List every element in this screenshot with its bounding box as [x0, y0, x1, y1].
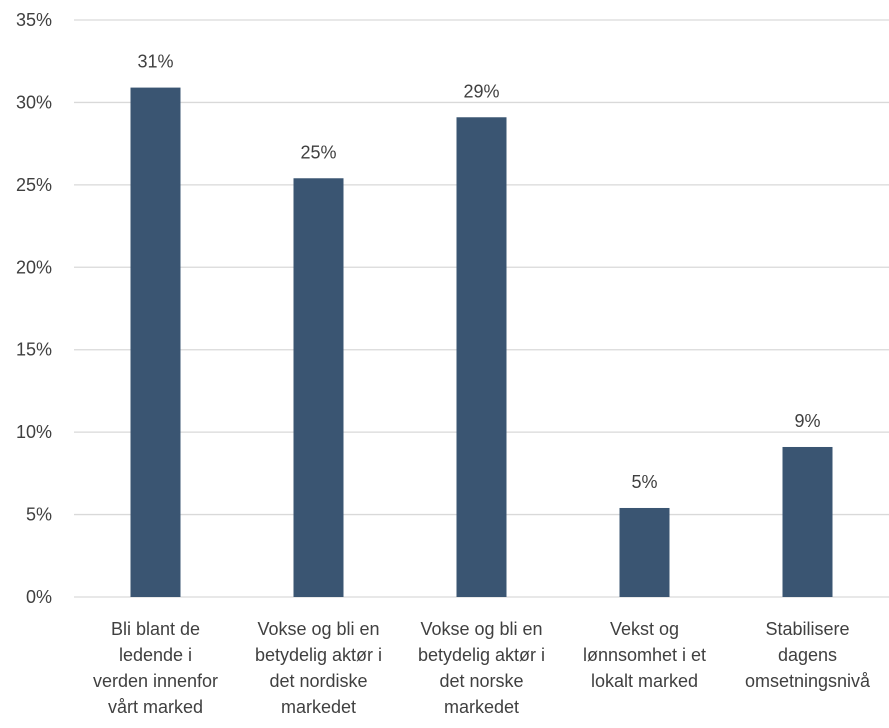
bar — [130, 87, 181, 597]
x-category-label: Vokse og bli en betydelig aktør i det nors… — [418, 619, 545, 717]
x-category-label-line: betydelig aktør i — [255, 645, 382, 665]
x-category-label: Bli blant de ledende i verden innenfor vårt… — [93, 619, 218, 717]
x-category-label-line: Stabilisere — [765, 619, 849, 639]
y-tick-label: 5% — [26, 505, 52, 525]
x-category-label-line: Vokse og bli en — [420, 619, 542, 639]
x-category-label-line: markedet — [281, 697, 356, 717]
data-label: 25% — [300, 142, 336, 162]
x-category-label: Stabilisere dagens omsetningsnivå — [745, 619, 871, 691]
data-label: 9% — [794, 411, 820, 431]
y-tick-label: 30% — [16, 92, 52, 112]
x-category-label-line: Vokse og bli en — [257, 619, 379, 639]
x-category-label-line: vårt marked — [108, 697, 203, 717]
x-category-label-line: lokalt marked — [591, 671, 698, 691]
data-label: 5% — [631, 472, 657, 492]
x-category-label: Vekst og lønnsomhet i et lokalt marked — [583, 619, 706, 691]
y-tick-label: 35% — [16, 10, 52, 30]
x-axis-category-labels: Bli blant de ledende i verden innenfor vårt… — [93, 619, 871, 717]
data-label: 29% — [463, 81, 499, 101]
x-category-label-line: Vekst og — [610, 619, 679, 639]
data-labels: 31% 25% 29% 5% 9% — [137, 52, 820, 492]
x-category-label-line: det norske — [439, 671, 523, 691]
bar — [293, 178, 344, 597]
y-tick-label: 10% — [16, 422, 52, 442]
x-category-label-line: lønnsomhet i et — [583, 645, 706, 665]
y-tick-label: 25% — [16, 175, 52, 195]
bars — [130, 87, 833, 597]
y-tick-label: 15% — [16, 340, 52, 360]
x-category-label: Vokse og bli en betydelig aktør i det nord… — [255, 619, 382, 717]
x-category-label-line: omsetningsnivå — [745, 671, 871, 691]
data-label: 31% — [137, 52, 173, 72]
bar — [782, 446, 833, 597]
x-category-label-line: Bli blant de — [111, 619, 200, 639]
x-category-label-line: verden innenfor — [93, 671, 218, 691]
bar — [456, 117, 507, 597]
y-axis-tick-labels: 0% 5% 10% 15% 20% 25% 30% 35% — [16, 10, 52, 607]
x-category-label-line: ledende i — [119, 645, 192, 665]
x-category-label-line: dagens — [778, 645, 837, 665]
y-tick-label: 20% — [16, 257, 52, 277]
bar — [619, 507, 670, 597]
x-category-label-line: betydelig aktør i — [418, 645, 545, 665]
y-tick-label: 0% — [26, 587, 52, 607]
x-category-label-line: det nordiske — [269, 671, 367, 691]
x-category-label-line: markedet — [444, 697, 519, 717]
